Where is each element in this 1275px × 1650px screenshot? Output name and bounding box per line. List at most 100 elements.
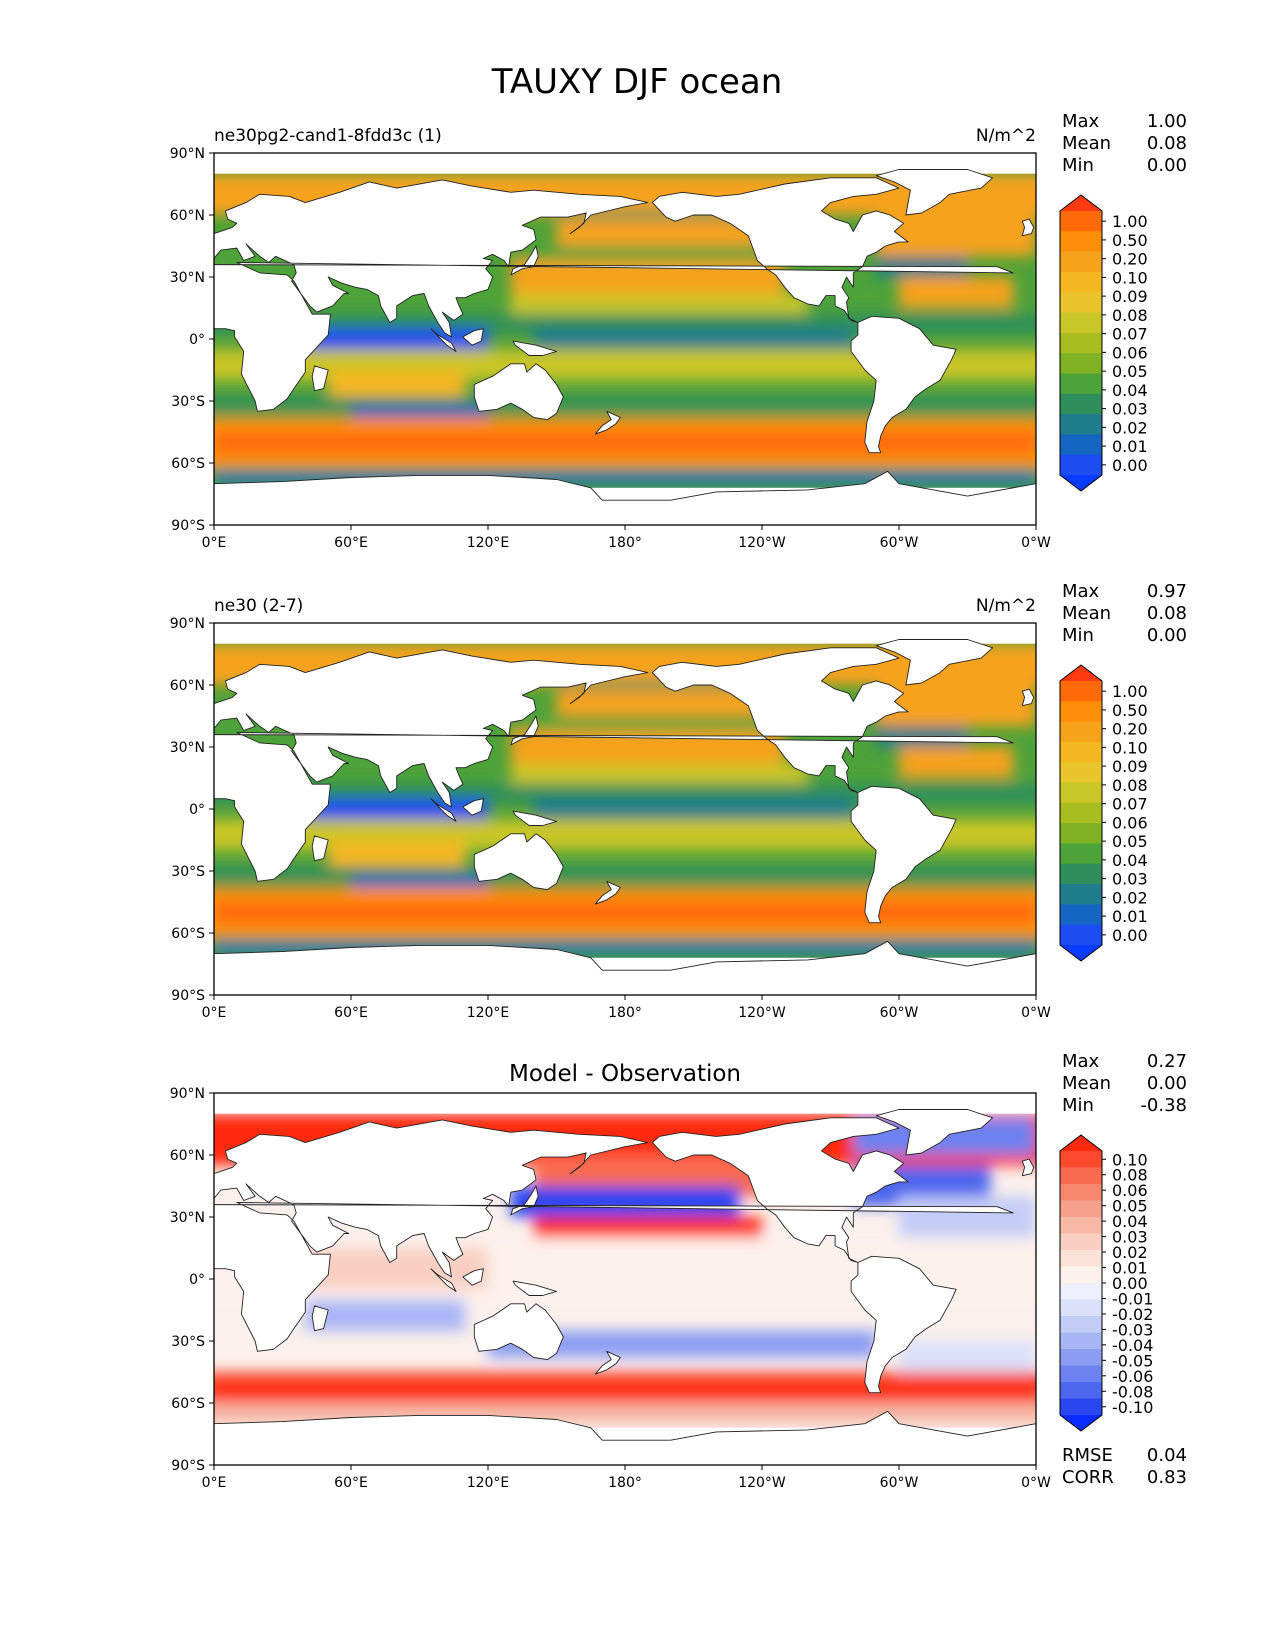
colorbar-segment bbox=[1060, 843, 1102, 865]
colorbar-segment bbox=[1060, 1217, 1102, 1235]
x-tick-label: 120°E bbox=[467, 535, 510, 551]
y-tick-label: 60°N bbox=[170, 678, 205, 694]
colorbar-label: 0.08 bbox=[1112, 1166, 1148, 1185]
colorbar-segment bbox=[1060, 1250, 1102, 1268]
colorbar-label: 0.02 bbox=[1112, 888, 1148, 907]
colorbar-label: 0.05 bbox=[1112, 832, 1148, 851]
x-tick-label: 0°E bbox=[202, 1005, 227, 1021]
colorbar: 1.000.500.200.100.090.080.070.060.050.04… bbox=[1059, 194, 1148, 492]
field-band bbox=[305, 328, 488, 350]
y-tick-label: 30°N bbox=[170, 270, 205, 286]
panel-units: N/m^2 bbox=[976, 596, 1036, 616]
colorbar-segment bbox=[1060, 1299, 1102, 1317]
x-tick-label: 120°E bbox=[467, 1475, 510, 1491]
colorbar-segment bbox=[1060, 802, 1102, 824]
stat-label: Min bbox=[1062, 1095, 1094, 1116]
x-tick-label: 120°W bbox=[738, 535, 786, 551]
y-tick-label: 30°S bbox=[171, 864, 205, 880]
x-tick-label: 60°E bbox=[334, 535, 368, 551]
field-band bbox=[214, 943, 1036, 954]
coastlines bbox=[214, 169, 1036, 525]
colorbar-label: 0.20 bbox=[1112, 250, 1148, 269]
x-tick-label: 0°W bbox=[1021, 1005, 1051, 1021]
stat-value: 0.00 bbox=[1147, 625, 1187, 646]
y-tick-label: 60°N bbox=[170, 1148, 205, 1164]
colorbar-label: 0.01 bbox=[1112, 907, 1148, 926]
colorbar-segment bbox=[1060, 211, 1102, 232]
colorbar-outline bbox=[1059, 1134, 1103, 1432]
x-tick-label: 60°E bbox=[334, 1475, 368, 1491]
field-band bbox=[305, 1299, 466, 1331]
y-tick-label: 30°N bbox=[170, 740, 205, 756]
colorbar-label: -0.06 bbox=[1112, 1367, 1153, 1386]
bottom-stat-value: 0.04 bbox=[1147, 1445, 1187, 1466]
x-tick-label: 60°W bbox=[880, 1475, 919, 1491]
colorbar-label: 0.03 bbox=[1112, 870, 1148, 889]
colorbar-label: 0.03 bbox=[1112, 400, 1148, 419]
colorbar-segment bbox=[1060, 1151, 1102, 1169]
colorbar-segment bbox=[1060, 271, 1102, 293]
colorbar-segment bbox=[1060, 332, 1102, 354]
colorbar-segment bbox=[1060, 741, 1102, 763]
stat-label: Max bbox=[1062, 111, 1100, 132]
colorbar-segment bbox=[1060, 924, 1102, 946]
panel-title: Model - Observation bbox=[509, 1061, 741, 1087]
colorbar-label: -0.08 bbox=[1112, 1382, 1153, 1401]
colorbar-label: 0.06 bbox=[1112, 1181, 1148, 1200]
panel-model-1: 0°E 60°E 120°E 180° 120°W 60°W 0°W 90°N 60°N 30°N… bbox=[170, 111, 1187, 551]
colorbar-extend-bottom bbox=[1060, 1415, 1102, 1431]
y-tick-label: 0° bbox=[189, 802, 205, 818]
colorbar-outline bbox=[1059, 194, 1103, 492]
y-tick-label: 60°S bbox=[171, 1396, 205, 1412]
colorbar-label: 0.50 bbox=[1112, 231, 1148, 250]
colorbar-segment bbox=[1060, 884, 1102, 905]
coastlines bbox=[214, 639, 1036, 995]
heatmap-field bbox=[214, 153, 1036, 525]
colorbar-label: 0.50 bbox=[1112, 701, 1148, 720]
polar-mask bbox=[214, 1093, 1036, 1114]
colorbar-label: 0.05 bbox=[1112, 362, 1148, 381]
field-band bbox=[533, 328, 854, 350]
colorbar-segment bbox=[1060, 353, 1102, 375]
colorbar-label: 0.10 bbox=[1112, 268, 1148, 287]
field-band bbox=[510, 246, 762, 261]
y-tick-label: 90°N bbox=[170, 146, 205, 162]
field-band bbox=[214, 784, 1036, 803]
colorbar-segment bbox=[1060, 1316, 1102, 1334]
stat-value: 1.00 bbox=[1147, 111, 1187, 132]
stat-value: 0.08 bbox=[1147, 133, 1187, 154]
colorbar-segment bbox=[1060, 1283, 1102, 1301]
y-tick-label: 60°S bbox=[171, 456, 205, 472]
field-band bbox=[533, 798, 854, 820]
bottom-stat-value: 0.83 bbox=[1147, 1467, 1187, 1488]
field-band bbox=[214, 432, 1036, 453]
y-tick-label: 0° bbox=[189, 332, 205, 348]
colorbar-label: 0.08 bbox=[1112, 306, 1148, 325]
colorbar-segment bbox=[1060, 681, 1102, 702]
stat-label: Mean bbox=[1062, 1073, 1111, 1094]
y-tick-label: 60°N bbox=[170, 208, 205, 224]
x-tick-label: 180° bbox=[608, 1475, 642, 1491]
y-tick-label: 30°S bbox=[171, 1334, 205, 1350]
stat-value: 0.00 bbox=[1147, 1073, 1187, 1094]
colorbar-label: 0.00 bbox=[1112, 926, 1148, 945]
colorbar-label: 0.20 bbox=[1112, 720, 1148, 739]
y-tick-label: 90°S bbox=[171, 518, 205, 534]
stat-label: Mean bbox=[1062, 603, 1111, 624]
colorbar-label: 0.10 bbox=[1112, 1150, 1148, 1169]
colorbar-segment bbox=[1060, 1200, 1102, 1218]
y-tick-label: 90°N bbox=[170, 1086, 205, 1102]
colorbar-segment bbox=[1060, 1349, 1102, 1367]
stat-value: 0.08 bbox=[1147, 603, 1187, 624]
figure-title: TAUXY DJF ocean bbox=[491, 62, 783, 102]
colorbar-label: 0.02 bbox=[1112, 1243, 1148, 1262]
colorbar-label: 1.00 bbox=[1112, 212, 1148, 231]
field-band bbox=[899, 1196, 1036, 1238]
panel-units: N/m^2 bbox=[976, 126, 1036, 146]
colorbar-segment bbox=[1060, 1233, 1102, 1251]
colorbar-segment bbox=[1060, 312, 1102, 334]
x-tick-label: 120°W bbox=[738, 1475, 786, 1491]
y-tick-label: 60°S bbox=[171, 926, 205, 942]
field-band bbox=[899, 277, 1014, 308]
